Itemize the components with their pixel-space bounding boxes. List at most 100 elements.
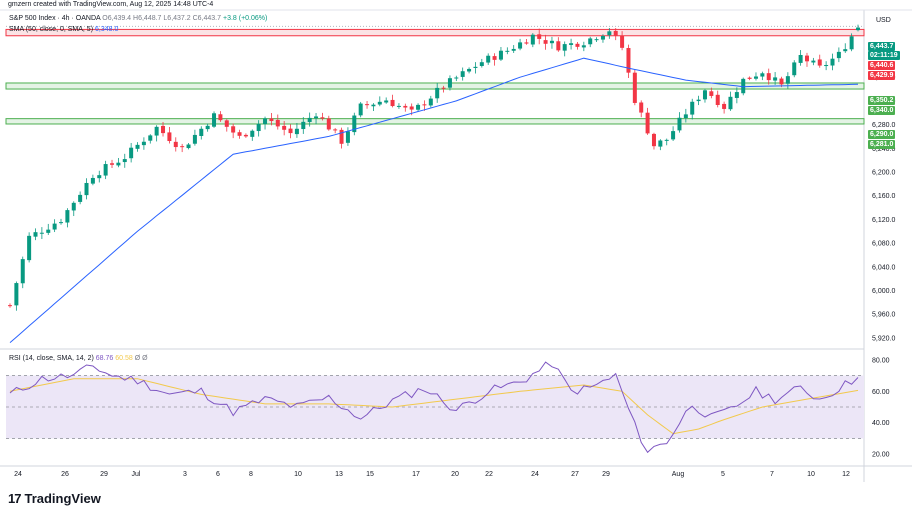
time-tick-label: 3 bbox=[183, 471, 187, 478]
time-tick-label: 26 bbox=[61, 471, 69, 478]
candle-body bbox=[282, 125, 287, 130]
rsi-tick-label: 40.00 bbox=[872, 420, 890, 427]
symbol-label[interactable]: S&P 500 Index · 4h · OANDA bbox=[9, 15, 101, 22]
candle-body bbox=[269, 118, 274, 122]
tradingview-brand[interactable]: 17 TradingView bbox=[8, 491, 101, 506]
candle-body bbox=[352, 115, 357, 133]
time-tick-label: 27 bbox=[571, 471, 579, 478]
rsi-label: RSI (14, close, SMA, 14, 2) bbox=[9, 355, 94, 362]
time-tick-label: 17 bbox=[412, 471, 420, 478]
candle-body bbox=[709, 91, 714, 96]
candle-body bbox=[390, 99, 395, 107]
candle-body bbox=[339, 129, 344, 144]
candle-body bbox=[734, 92, 739, 98]
candle-body bbox=[537, 34, 542, 39]
candle-body bbox=[594, 39, 599, 41]
candle-body bbox=[173, 141, 178, 148]
candle-body bbox=[110, 163, 115, 165]
time-tick-label: 24 bbox=[531, 471, 539, 478]
candle-body bbox=[543, 40, 548, 44]
candle-body bbox=[46, 229, 51, 233]
mid-low-tag: 6,340.0 bbox=[868, 106, 896, 115]
candle-body bbox=[760, 73, 765, 77]
support-low-tag: 6,281.0 bbox=[868, 140, 896, 149]
candle-body bbox=[122, 159, 127, 163]
rsi-value: 68.76 bbox=[95, 355, 114, 362]
rsi-legend[interactable]: RSI (14, close, SMA, 14, 2) 68.76 60.58 … bbox=[9, 355, 148, 362]
candle-body bbox=[403, 105, 408, 108]
low-value: L6,437.2 bbox=[163, 15, 191, 22]
candle-body bbox=[747, 77, 752, 79]
resistance-high-tag: 6,440.6 bbox=[868, 61, 896, 70]
price-tick-label: 6,200.0 bbox=[872, 169, 895, 176]
candle-body bbox=[715, 94, 720, 105]
candle-body bbox=[651, 133, 656, 147]
candle-body bbox=[562, 44, 567, 51]
candle-body bbox=[27, 235, 32, 261]
candle-body bbox=[141, 141, 146, 146]
candle-body bbox=[192, 134, 197, 144]
ohlc-legend: S&P 500 Index · 4h · OANDA O6,439.4 H6,4… bbox=[9, 15, 267, 22]
candle-body bbox=[396, 105, 401, 107]
time-tick-label: 8 bbox=[249, 471, 253, 478]
candle-body bbox=[486, 55, 491, 63]
rsi-extra-2: Ø bbox=[142, 355, 148, 362]
candle-body bbox=[722, 103, 727, 109]
candle-body bbox=[524, 42, 529, 44]
candle-body bbox=[84, 182, 89, 196]
support-high-tag: 6,290.0 bbox=[868, 130, 896, 139]
candle-body bbox=[224, 120, 229, 127]
candle-body bbox=[333, 129, 338, 131]
candle-body bbox=[677, 117, 682, 131]
candle-body bbox=[78, 194, 83, 202]
candle-body bbox=[416, 104, 421, 110]
candle-body bbox=[664, 139, 669, 141]
close-value: C6,443.7 bbox=[192, 15, 222, 22]
candle-body bbox=[307, 117, 312, 122]
candle-body bbox=[154, 126, 159, 136]
time-tick-label: 29 bbox=[602, 471, 610, 478]
candle-body bbox=[454, 77, 459, 79]
rsi-tick-label: 60.00 bbox=[872, 389, 890, 396]
price-tick-label: 5,960.0 bbox=[872, 312, 895, 319]
candle-body bbox=[556, 41, 561, 51]
candle-body bbox=[371, 104, 376, 107]
candle-body bbox=[97, 175, 102, 179]
sma-value: 6,348.0 bbox=[94, 26, 119, 33]
candle-body bbox=[33, 232, 38, 237]
candle-body bbox=[518, 42, 523, 49]
price-tick-label: 6,120.0 bbox=[872, 217, 895, 224]
mid-high-tag: 6,350.2 bbox=[868, 96, 896, 105]
candle-body bbox=[237, 132, 242, 136]
candle-body bbox=[186, 144, 191, 149]
candle-body bbox=[588, 38, 593, 45]
currency-label[interactable]: USD bbox=[876, 17, 891, 24]
candle-body bbox=[148, 135, 153, 141]
candle-body bbox=[409, 106, 414, 110]
candle-body bbox=[422, 104, 427, 106]
price-tick-label: 6,040.0 bbox=[872, 264, 895, 271]
candle-body bbox=[161, 125, 166, 134]
price-tick-label: 6,240.0 bbox=[872, 146, 895, 153]
candle-body bbox=[779, 78, 784, 85]
candle-body bbox=[753, 76, 758, 79]
candle-body bbox=[135, 144, 140, 149]
candle-body bbox=[52, 223, 57, 230]
rsi-line bbox=[9, 361, 859, 454]
candle-body bbox=[600, 35, 605, 40]
time-tick-label: 20 bbox=[451, 471, 459, 478]
last-price-tag: 6,443.7 bbox=[868, 42, 896, 51]
candle-body bbox=[365, 104, 370, 106]
candle-body bbox=[129, 147, 134, 159]
candle-body bbox=[199, 128, 204, 136]
sma-legend[interactable]: SMA (50, close, 0, SMA, 5) 6,348.0 bbox=[9, 26, 118, 33]
created-by-text: gmzern created with TradingView.com, Aug… bbox=[8, 1, 214, 8]
open-value: O6,439.4 bbox=[102, 15, 132, 22]
candle-body bbox=[116, 162, 121, 166]
candle-body bbox=[620, 36, 625, 48]
candle-body bbox=[460, 71, 465, 77]
countdown-tag: 02:11:19 bbox=[868, 51, 900, 60]
candle-body bbox=[358, 103, 363, 116]
candle-body bbox=[773, 77, 778, 81]
